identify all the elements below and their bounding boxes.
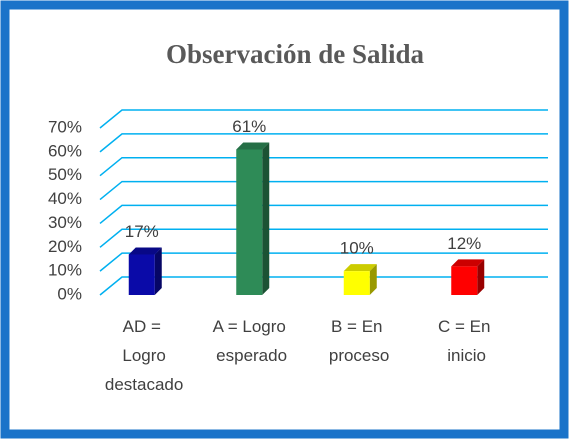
bar-top [128,247,162,255]
value-label: 17% [125,222,159,241]
bar [236,149,263,295]
bar-side [262,142,270,295]
bar-side [154,247,162,295]
bar-side [477,259,485,295]
chart-title: Observación de Salida [166,39,425,69]
y-tick-label: 20% [48,237,82,256]
grid-line [99,204,548,225]
grid-line [99,180,548,201]
value-label: 61% [232,117,266,136]
x-tick-label: A = Logro esperado [211,317,287,365]
grid-line [99,228,548,248]
value-label: 10% [340,239,374,258]
x-tick-label: AD = Logro destacado [100,317,183,394]
grid-line [99,156,548,177]
y-tick-label: 30% [48,213,82,232]
x-tick-label: C = En inicio [438,317,490,365]
y-tick-label: 70% [48,117,82,136]
bar [343,271,370,295]
grid-line [99,252,548,272]
x-tick-label: B = En proceso [324,317,389,365]
y-tick-label: 0% [57,284,82,303]
y-tick-label: 50% [48,165,82,184]
bar [128,254,155,295]
grid-line [99,109,548,129]
value-label: 12% [447,234,481,253]
y-tick-label: 40% [48,189,82,208]
bar [451,266,478,295]
bar-top [236,142,270,150]
y-tick-label: 10% [48,261,82,280]
grid-line [99,133,548,153]
y-tick-label: 60% [48,141,82,160]
grid-line [99,276,548,296]
bar-top [451,259,485,267]
bar-side [369,264,377,295]
bar-top [343,264,377,272]
